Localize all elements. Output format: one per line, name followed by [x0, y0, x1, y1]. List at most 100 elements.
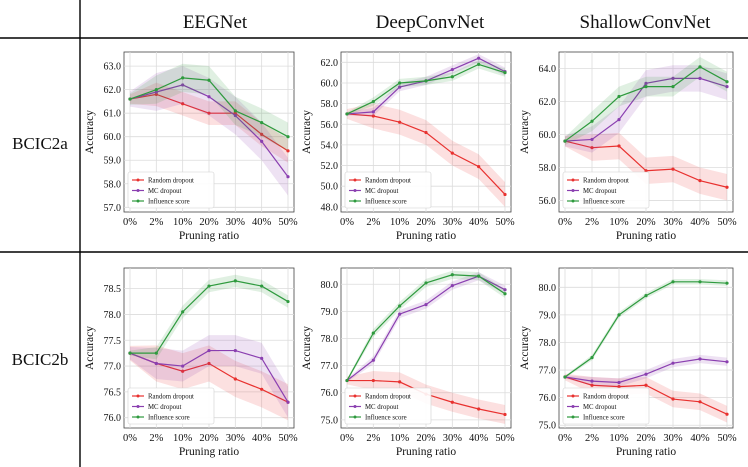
data-point	[233, 279, 237, 283]
data-point	[181, 369, 185, 373]
x-tick-label: 0%	[123, 433, 137, 444]
data-point	[233, 111, 237, 115]
x-tick-label: 10%	[173, 433, 193, 444]
data-point	[207, 284, 211, 288]
data-point	[286, 135, 290, 139]
x-tick-label: 40%	[252, 433, 272, 444]
data-point	[563, 375, 567, 379]
data-point	[617, 94, 621, 99]
data-point	[590, 356, 594, 360]
data-point	[617, 144, 621, 148]
data-point	[424, 79, 428, 83]
legend-swatch-marker	[571, 415, 575, 419]
x-tick-label: 30%	[226, 433, 246, 444]
legend-swatch-marker	[136, 189, 140, 192]
legend-box	[344, 387, 432, 425]
data-point	[260, 284, 264, 288]
data-point	[371, 358, 375, 362]
data-point	[671, 76, 675, 80]
y-tick-label: 56.0	[539, 196, 557, 207]
series-band	[130, 335, 288, 418]
data-point	[698, 65, 702, 69]
y-tick-label: 76.0	[539, 393, 557, 404]
x-tick-label: 20%	[416, 433, 436, 444]
data-point	[644, 85, 648, 89]
x-axis-label: Pruning ratio	[396, 446, 457, 458]
y-tick-label: 79.0	[321, 307, 339, 318]
legend-swatch-marker	[353, 178, 357, 182]
data-point	[590, 119, 594, 123]
data-point	[590, 146, 594, 150]
y-tick-label: 77.5	[104, 336, 122, 347]
data-point	[260, 132, 264, 136]
data-point	[398, 85, 402, 89]
legend-label: MC dropout	[148, 188, 182, 195]
data-point	[698, 357, 702, 361]
chart-bcic2b-eegnet: 76.0 76.5 77.0 77.5 78.0 78.5 0% 2% 10% 20% 30% 40%…	[84, 267, 298, 458]
y-tick-label: 78.0	[321, 334, 339, 345]
x-tick-label: 0%	[340, 433, 354, 444]
y-tick-label: 62.0	[321, 58, 339, 69]
x-axis-label: Pruning ratio	[179, 230, 240, 242]
data-point	[398, 81, 402, 85]
legend-swatch-marker	[353, 189, 357, 192]
x-tick-label: 30%	[443, 217, 463, 228]
x-tick-label: 20%	[636, 217, 656, 228]
data-point	[371, 378, 375, 383]
legend-swatch-marker	[571, 189, 575, 192]
series-band	[347, 60, 505, 116]
data-point	[207, 348, 211, 353]
y-tick-label: 79.0	[539, 310, 557, 321]
legend-label: Random dropout	[365, 178, 411, 185]
x-tick-label: 10%	[609, 433, 629, 444]
x-tick-label: 50%	[495, 217, 515, 228]
data-point	[154, 351, 158, 355]
data-point	[398, 380, 402, 384]
series-band	[565, 56, 727, 146]
data-point	[260, 387, 264, 391]
y-tick-label: 80.0	[539, 283, 557, 294]
y-tick-label: 77.0	[321, 361, 339, 372]
x-tick-label: 10%	[390, 433, 410, 444]
x-tick-label: 2%	[149, 433, 163, 444]
chart-bcic2a-shallowconvnet: 56.0 58.0 60.0 62.0 64.0 0% 2% 10% 20% 30% 40% 50% P…	[519, 51, 737, 242]
legend-swatch-marker	[571, 199, 575, 203]
x-tick-label: 40%	[469, 217, 489, 228]
data-point	[286, 175, 290, 179]
y-tick-label: 63.0	[104, 62, 122, 73]
data-point	[644, 383, 648, 387]
data-point	[233, 113, 237, 118]
data-point	[260, 139, 264, 144]
y-tick-label: 75.0	[321, 415, 339, 426]
chart-bcic2a-deepconvnet: 48.0 50.0 52.0 54.0 56.0 58.0 60.0 62.0 0% 2% 10% 2…	[301, 51, 515, 242]
legend-label: Influence score	[365, 199, 407, 206]
data-point	[128, 351, 132, 355]
y-axis-label: Accuracy	[519, 326, 531, 370]
legend-swatch-marker	[136, 415, 140, 419]
data-point	[450, 151, 454, 155]
legend-label: Influence score	[365, 415, 407, 422]
data-point	[503, 412, 507, 417]
data-point	[207, 111, 211, 115]
y-tick-label: 76.0	[104, 413, 122, 424]
y-tick-label: 52.0	[321, 161, 339, 172]
data-point	[477, 62, 481, 66]
data-point	[617, 380, 621, 385]
y-axis-label: Accuracy	[301, 326, 313, 370]
data-point	[207, 361, 211, 366]
data-point	[477, 274, 481, 278]
data-point	[154, 90, 158, 94]
y-tick-label: 80.0	[321, 280, 339, 291]
legend-label: Influence score	[148, 199, 190, 206]
x-tick-label: 50%	[717, 217, 737, 228]
x-tick-label: 2%	[149, 217, 163, 228]
data-point	[503, 192, 507, 197]
x-tick-label: 10%	[609, 217, 629, 228]
data-point	[590, 383, 594, 387]
data-point	[371, 99, 375, 104]
chart-bcic2b-shallowconvnet: 75.0 76.0 77.0 78.0 79.0 80.0 0% 2% 10% 20% 30% 40%…	[519, 267, 737, 458]
data-point	[725, 80, 729, 84]
data-point	[260, 356, 264, 360]
column-header-shallowconvnet: ShallowConvNet	[579, 12, 711, 33]
data-point	[617, 385, 621, 389]
